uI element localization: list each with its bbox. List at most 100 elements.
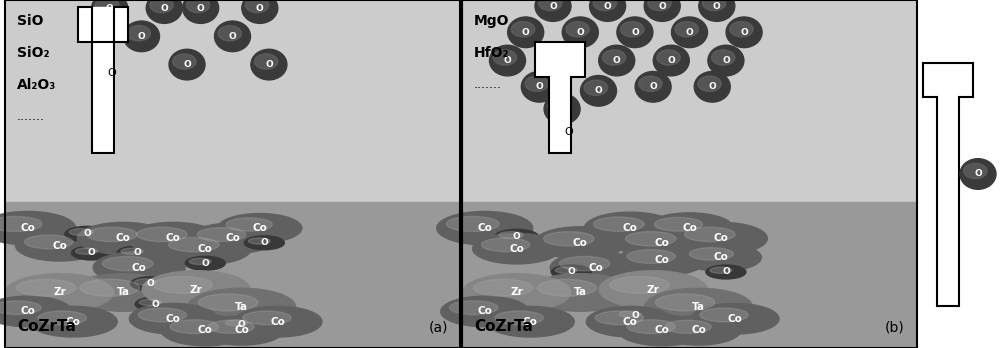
Text: O: O (107, 68, 116, 78)
Text: 氧迁移行为促进适度Co—O轨道杂化: 氧迁移行为促进适度Co—O轨道杂化 (939, 106, 952, 242)
Ellipse shape (635, 71, 671, 102)
Ellipse shape (610, 276, 669, 293)
Text: O: O (974, 169, 982, 179)
Ellipse shape (616, 227, 708, 259)
Ellipse shape (559, 256, 610, 271)
Ellipse shape (226, 320, 248, 326)
Ellipse shape (243, 311, 291, 325)
Ellipse shape (539, 0, 562, 11)
Text: Co: Co (573, 238, 588, 248)
Text: Co: Co (271, 317, 285, 327)
Ellipse shape (495, 229, 539, 245)
Ellipse shape (490, 45, 526, 76)
Ellipse shape (681, 244, 761, 271)
Bar (92, 7, 114, 153)
Ellipse shape (121, 248, 143, 254)
Ellipse shape (0, 212, 76, 245)
Ellipse shape (711, 50, 735, 65)
Ellipse shape (584, 80, 608, 95)
Ellipse shape (218, 26, 242, 41)
Ellipse shape (627, 250, 675, 263)
Text: O: O (595, 86, 602, 95)
Text: Co: Co (66, 317, 81, 327)
Ellipse shape (87, 227, 137, 242)
Ellipse shape (550, 252, 642, 284)
Text: HfO₂: HfO₂ (474, 46, 510, 60)
Ellipse shape (653, 45, 689, 76)
Ellipse shape (170, 320, 218, 333)
Text: Co: Co (198, 244, 213, 254)
Text: (a): (a) (428, 320, 448, 334)
Ellipse shape (6, 274, 114, 311)
Ellipse shape (665, 320, 711, 333)
Ellipse shape (183, 0, 219, 23)
Ellipse shape (499, 231, 523, 238)
Ellipse shape (548, 50, 571, 65)
Text: O: O (604, 1, 611, 10)
Text: Co: Co (20, 307, 35, 316)
Text: Co: Co (623, 317, 638, 327)
Ellipse shape (689, 248, 733, 260)
Ellipse shape (159, 232, 251, 264)
Ellipse shape (537, 279, 597, 296)
Text: Ta: Ta (117, 287, 130, 298)
Text: Co: Co (523, 317, 538, 327)
Ellipse shape (685, 227, 735, 242)
Text: .......: ....... (17, 110, 45, 123)
Ellipse shape (92, 0, 128, 23)
Ellipse shape (555, 267, 577, 274)
Ellipse shape (77, 222, 169, 254)
Ellipse shape (135, 279, 157, 285)
Text: O: O (740, 28, 748, 37)
Ellipse shape (69, 274, 177, 311)
Text: O: O (535, 82, 543, 91)
Ellipse shape (185, 256, 225, 270)
Text: O: O (513, 232, 520, 242)
Ellipse shape (700, 308, 748, 322)
Ellipse shape (129, 303, 217, 334)
Text: Ta: Ta (574, 287, 587, 298)
Text: O: O (106, 3, 114, 13)
Ellipse shape (127, 222, 219, 254)
Ellipse shape (617, 17, 653, 48)
Ellipse shape (146, 0, 182, 23)
Ellipse shape (645, 288, 753, 326)
Ellipse shape (131, 277, 171, 291)
Ellipse shape (495, 311, 543, 325)
Ellipse shape (142, 271, 250, 308)
Ellipse shape (590, 0, 626, 21)
Ellipse shape (566, 22, 589, 37)
Text: O: O (229, 32, 236, 41)
Ellipse shape (138, 308, 187, 322)
Ellipse shape (226, 218, 272, 231)
Ellipse shape (222, 318, 262, 332)
Ellipse shape (593, 0, 617, 11)
Ellipse shape (691, 303, 779, 334)
Ellipse shape (137, 227, 187, 242)
Text: Al₂O₃: Al₂O₃ (17, 78, 56, 92)
Text: Co: Co (714, 234, 729, 243)
Text: O: O (549, 1, 557, 10)
Text: Co: Co (116, 234, 131, 243)
Text: O: O (613, 56, 621, 65)
Text: O: O (183, 60, 191, 69)
Text: O: O (83, 229, 91, 238)
Ellipse shape (526, 274, 634, 311)
Ellipse shape (102, 256, 153, 271)
Bar (5, 0, 460, 202)
Ellipse shape (960, 159, 996, 189)
Ellipse shape (708, 45, 744, 76)
Ellipse shape (95, 0, 119, 13)
Ellipse shape (173, 54, 196, 69)
Text: O: O (558, 104, 566, 113)
Text: Co: Co (132, 263, 147, 272)
Ellipse shape (586, 306, 674, 337)
Polygon shape (923, 63, 973, 306)
Ellipse shape (654, 218, 703, 231)
Ellipse shape (615, 309, 655, 323)
Ellipse shape (625, 231, 676, 246)
Ellipse shape (473, 233, 561, 264)
Ellipse shape (551, 265, 591, 279)
Text: O: O (631, 28, 639, 37)
Text: Co: Co (655, 255, 670, 265)
